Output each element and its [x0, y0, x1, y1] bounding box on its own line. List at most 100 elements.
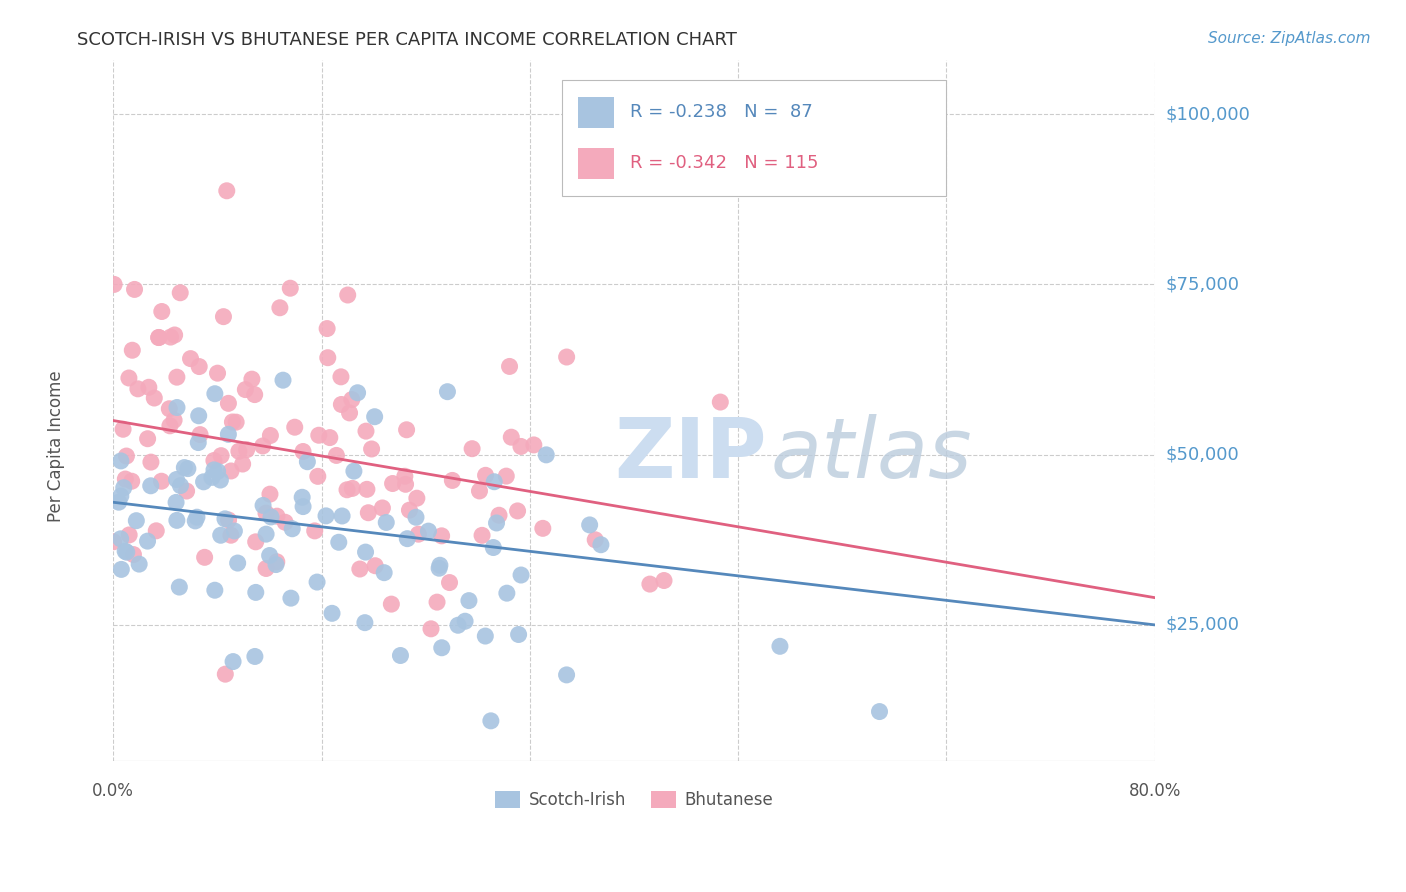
Point [139, 479, 162, 493]
Point [245, 585, 267, 599]
Point [157, 401, 180, 416]
Point [193, 475, 215, 489]
Point [127, 382, 149, 396]
Point [495, 586, 517, 600]
Point [484, 475, 506, 489]
Text: 0.0%: 0.0% [93, 781, 134, 799]
Point [638, 577, 661, 591]
Point [219, 464, 242, 478]
Point [364, 558, 387, 573]
Point [159, 330, 181, 344]
Point [202, 463, 225, 477]
Point [429, 558, 451, 573]
Point [426, 595, 449, 609]
Point [148, 330, 170, 344]
Point [284, 420, 307, 434]
Point [138, 380, 160, 394]
Point [221, 415, 243, 429]
Point [176, 483, 198, 498]
Point [531, 521, 554, 535]
Point [163, 413, 186, 427]
Point [271, 373, 294, 387]
Point [274, 515, 297, 529]
Point [114, 544, 136, 558]
Point [405, 491, 427, 506]
Point [150, 474, 173, 488]
Point [188, 359, 211, 374]
Bar [578, 148, 614, 178]
Point [321, 607, 343, 621]
Point [430, 529, 453, 543]
Point [405, 510, 427, 524]
Point [217, 427, 239, 442]
Point [474, 629, 496, 643]
Point [396, 532, 419, 546]
Point [209, 528, 232, 542]
Point [510, 439, 533, 453]
Point [482, 541, 505, 555]
Point [166, 370, 188, 384]
Point [342, 482, 364, 496]
Point [166, 513, 188, 527]
Point [869, 705, 891, 719]
Point [510, 568, 533, 582]
Point [187, 409, 209, 423]
Point [523, 438, 546, 452]
Point [136, 432, 159, 446]
Point [145, 524, 167, 538]
Point [218, 513, 240, 527]
Point [235, 442, 257, 457]
Point [214, 512, 236, 526]
Point [506, 504, 529, 518]
Point [121, 474, 143, 488]
Point [266, 555, 288, 569]
Point [498, 359, 520, 374]
Point [254, 527, 277, 541]
Point [709, 395, 731, 409]
Point [363, 409, 385, 424]
Point [269, 301, 291, 315]
Point [589, 538, 612, 552]
Point [360, 442, 382, 456]
Point [474, 468, 496, 483]
Point [217, 396, 239, 410]
Point [125, 514, 148, 528]
Point [260, 510, 283, 524]
Text: 80.0%: 80.0% [1129, 781, 1181, 799]
Point [479, 714, 502, 728]
Point [471, 528, 494, 542]
Point [169, 478, 191, 492]
Point [259, 428, 281, 442]
Text: ZIP: ZIP [614, 414, 766, 495]
Point [354, 424, 377, 438]
Point [165, 495, 187, 509]
Point [266, 509, 288, 524]
Point [578, 517, 600, 532]
Point [243, 649, 266, 664]
Point [173, 460, 195, 475]
Point [330, 508, 353, 523]
Point [488, 508, 510, 523]
Point [308, 428, 330, 442]
Point [447, 618, 470, 632]
Point [177, 461, 200, 475]
Point [187, 435, 209, 450]
Point [252, 439, 274, 453]
Bar [578, 97, 614, 128]
Point [398, 503, 420, 517]
Point [394, 469, 416, 483]
Point [214, 667, 236, 681]
Point [254, 506, 277, 520]
Point [139, 455, 162, 469]
Point [354, 615, 377, 630]
Point [349, 562, 371, 576]
Point [112, 481, 135, 495]
Point [259, 549, 281, 563]
Point [188, 427, 211, 442]
Point [346, 385, 368, 400]
Point [110, 454, 132, 468]
Text: $25,000: $25,000 [1166, 615, 1239, 634]
Text: $50,000: $50,000 [1166, 446, 1239, 464]
Point [395, 423, 418, 437]
Point [103, 534, 125, 549]
